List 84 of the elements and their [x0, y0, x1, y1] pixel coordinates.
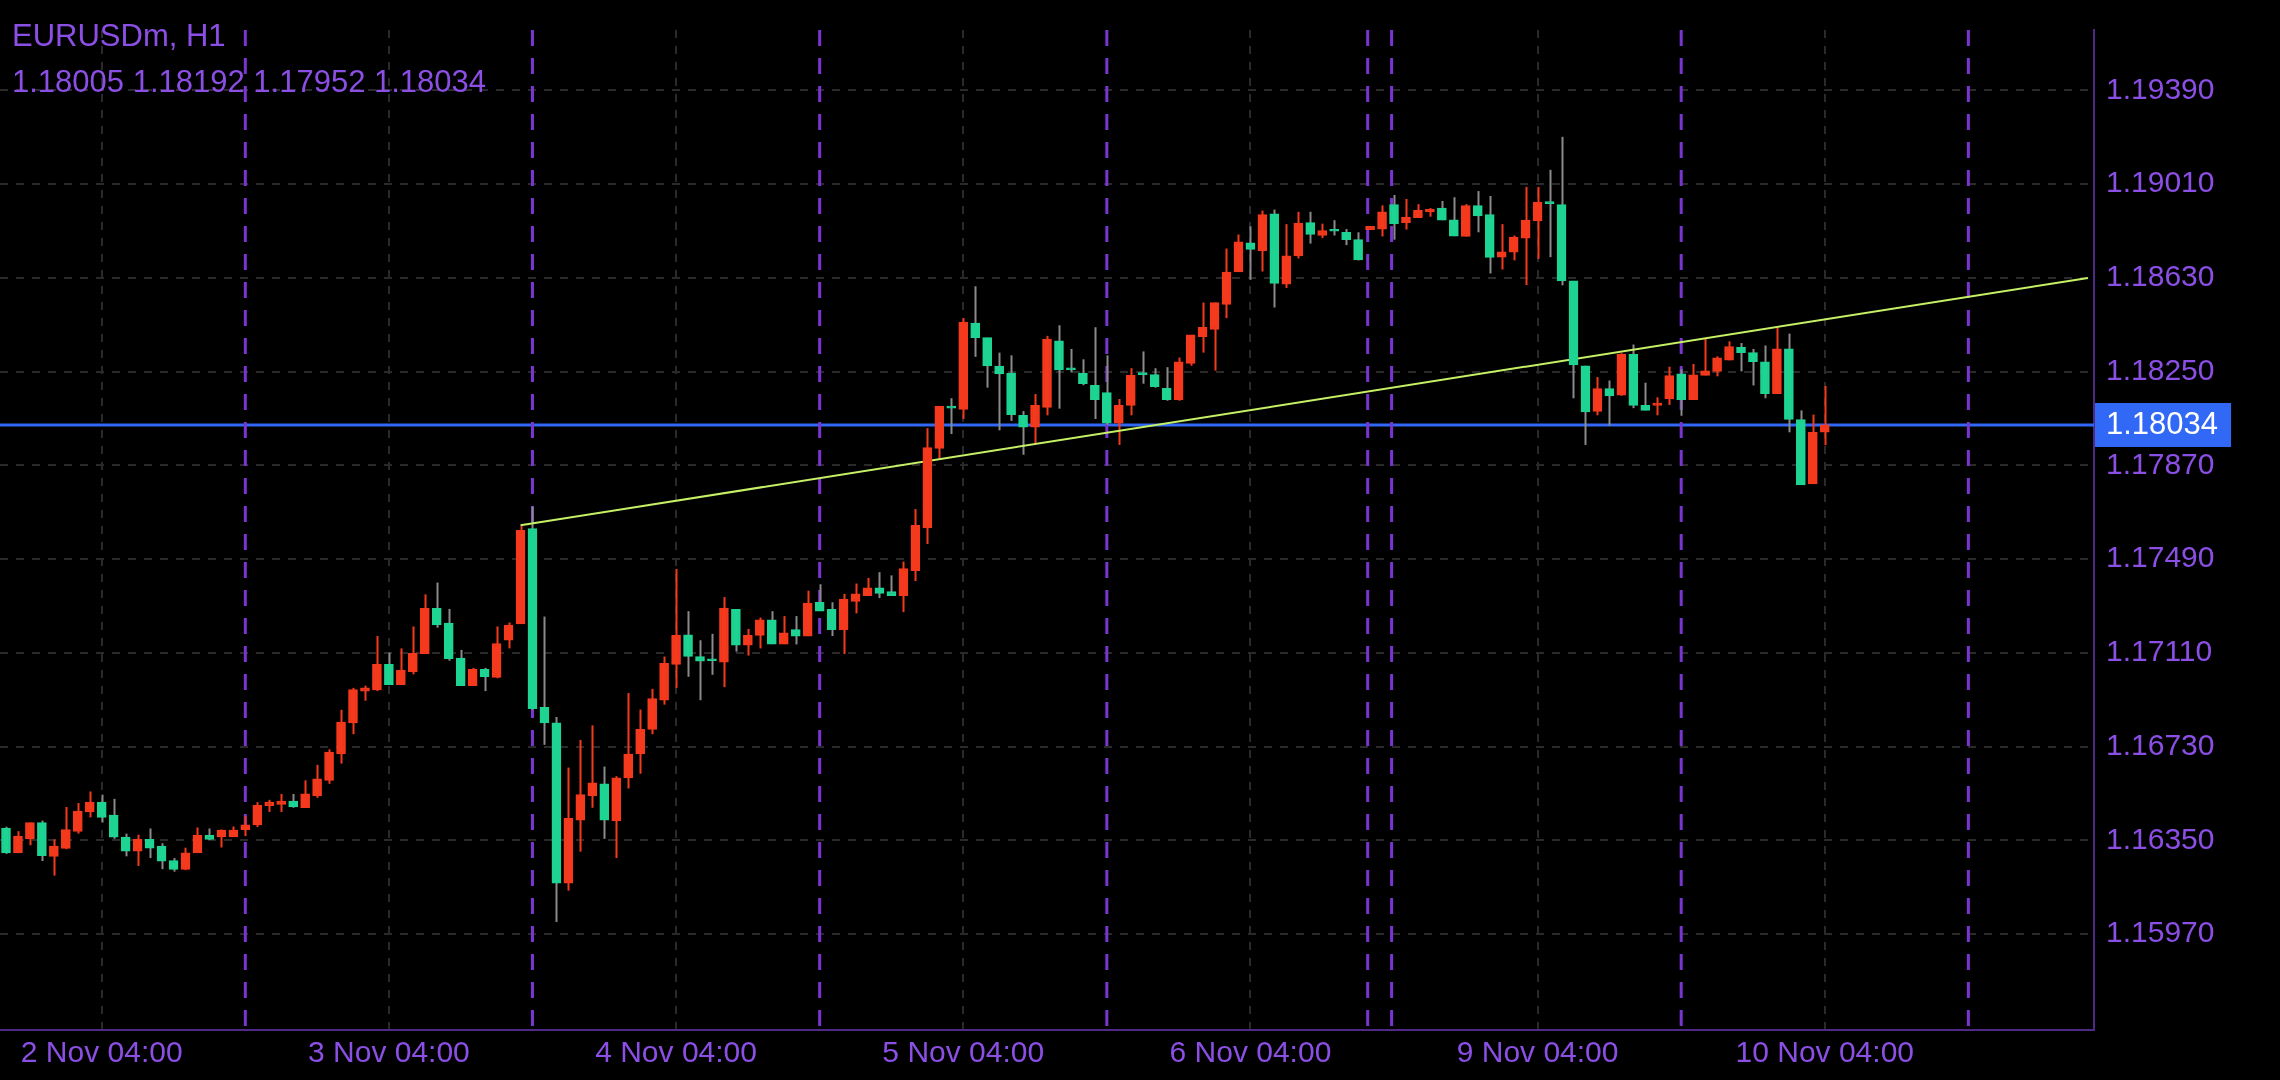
- candlestick: [1305, 210, 1316, 245]
- candlestick: [1604, 379, 1615, 427]
- candlestick: [96, 793, 107, 824]
- candlestick: [1736, 342, 1746, 373]
- candlestick: [1676, 368, 1687, 417]
- candlestick: [144, 827, 155, 860]
- candlestick: [1748, 347, 1758, 387]
- candlestick: [743, 627, 753, 657]
- candlestick: [84, 790, 95, 819]
- y-tick-label: 1.18630: [2106, 259, 2215, 293]
- y-tick-label: 1.17870: [2106, 446, 2215, 480]
- candlestick: [1090, 326, 1100, 420]
- candlestick: [1113, 398, 1124, 446]
- y-tick-label: 1.17110: [2106, 634, 2213, 668]
- candlestick: [790, 615, 801, 646]
- candlestick: [1496, 223, 1507, 271]
- candlestick: [970, 285, 981, 358]
- y-tick-label: 1.18250: [2106, 352, 2215, 386]
- candlestick: [695, 639, 705, 702]
- candlestick: [1592, 376, 1603, 417]
- x-tick-label: 4 Nov 04:00: [595, 1035, 757, 1069]
- candlestick: [1078, 358, 1088, 387]
- candlestick: [1018, 410, 1028, 456]
- candlestick: [683, 610, 693, 678]
- candlestick: [431, 581, 442, 629]
- x-tick-label: 3 Nov 04:00: [308, 1035, 470, 1069]
- y-tick-label: 1.19390: [2106, 71, 2215, 105]
- y-tick-label: 1.19010: [2106, 165, 2215, 199]
- candlestick: [1520, 185, 1531, 287]
- candlestick: [61, 806, 71, 851]
- candlestick: [886, 574, 897, 597]
- candlestick: [1389, 194, 1399, 241]
- candlestick: [635, 708, 646, 775]
- candlestick: [994, 351, 1004, 432]
- candlestick: [240, 815, 251, 838]
- x-tick-label: 2 Nov 04:00: [20, 1035, 183, 1069]
- candlestick: [1508, 234, 1519, 262]
- x-tick-label: 9 Nov 04:00: [1456, 1035, 1619, 1069]
- x-tick-label: 5 Nov 04:00: [882, 1035, 1045, 1069]
- candlestick: [1, 825, 11, 855]
- ref-line-label: 1.18034: [2106, 406, 2219, 442]
- x-tick-label: 6 Nov 04:00: [1169, 1035, 1332, 1069]
- y-tick-label: 1.16350: [2106, 821, 2215, 855]
- candlestick: [1149, 367, 1160, 389]
- candlestick: [707, 632, 717, 676]
- candlestick: [623, 692, 634, 790]
- candlestick: [1700, 337, 1710, 377]
- x-tick-label: 10 Nov 04:00: [1735, 1035, 1915, 1069]
- candlestick: [1472, 190, 1483, 234]
- candlestick: [1688, 362, 1698, 401]
- candlestick: [766, 610, 777, 646]
- candlestick: [1712, 355, 1722, 378]
- candlestick: [252, 801, 263, 828]
- y-tick-label: 1.16730: [2106, 727, 2215, 761]
- y-tick-label: 1.15970: [2106, 915, 2215, 949]
- candlestick: [1664, 365, 1675, 406]
- candlestick: [300, 779, 310, 809]
- candlestick: [312, 763, 322, 799]
- candlestick: [1449, 196, 1459, 238]
- candlestick: [587, 724, 598, 809]
- candlestick: [1401, 197, 1411, 231]
- candlestick: [1137, 350, 1148, 385]
- candlestick: [1640, 381, 1651, 412]
- candlestick: [755, 616, 765, 650]
- candlestick: [372, 635, 382, 693]
- candlestick: [396, 647, 406, 686]
- candlestick: [1353, 231, 1363, 262]
- candlestick: [1652, 396, 1663, 417]
- y-tick-label: 1.17490: [2106, 540, 2215, 574]
- candlestick: [1209, 301, 1220, 372]
- candlestick: [408, 625, 418, 676]
- candlestick: [384, 651, 394, 686]
- candlestick: [276, 792, 287, 813]
- candlestick: [49, 838, 59, 877]
- candlestick: [874, 571, 885, 600]
- candlestick: [72, 802, 83, 835]
- candlestick: [1544, 168, 1555, 259]
- text: 1.18005 1.18192 1.17952 1.18034: [12, 64, 487, 100]
- candlestick: [1377, 204, 1387, 238]
- chart-title: EURUSDm, H1: [12, 18, 226, 54]
- candlestick: [108, 797, 119, 840]
- candlestick: [13, 830, 23, 854]
- candlestick: [778, 615, 789, 646]
- candlestick: [1030, 393, 1040, 446]
